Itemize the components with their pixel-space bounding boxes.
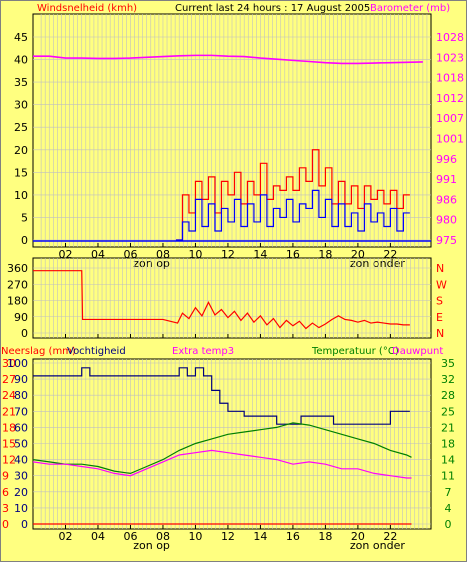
wind-ytick-label: 35 xyxy=(14,76,28,89)
humidity-axis-title: Vochtigheid xyxy=(67,346,126,357)
legend-temperature: Temperatuur (°C) xyxy=(311,346,399,357)
rain-ytick-label: 3 xyxy=(2,502,9,515)
barometer-line xyxy=(33,54,423,65)
direction-ytick-label: 360 xyxy=(7,262,28,275)
humidity-ytick-label: 40 xyxy=(14,454,28,467)
barometer-ytick-label: 1028 xyxy=(436,31,464,44)
rain-ytick-label: 24 xyxy=(2,389,16,402)
temperature-ytick-label: 25 xyxy=(441,405,455,418)
legend-dewpoint: Dauwpunt xyxy=(392,346,443,357)
wind-average-line xyxy=(175,189,410,241)
humidity-ytick-label: 80 xyxy=(14,389,28,402)
humidity-ytick-label: 70 xyxy=(14,405,28,418)
direction-ytick-label: 270 xyxy=(7,278,28,291)
wind-ytick-label: 0 xyxy=(21,234,28,247)
wind-ytick-label: 10 xyxy=(14,189,28,202)
barometer-axis-title: Barometer (mb) xyxy=(370,3,450,14)
temperature-ytick-label: 14 xyxy=(441,454,455,467)
direction-ytick-label: 180 xyxy=(7,295,28,308)
wind-ytick-label: 40 xyxy=(14,54,28,67)
dewpoint-line xyxy=(32,449,412,479)
compass-label: S xyxy=(436,295,443,308)
barometer-ytick-label: 1001 xyxy=(436,133,464,146)
rain-ytick-label: 12 xyxy=(2,454,16,467)
temperature-ytick-label: 0 xyxy=(445,518,452,531)
barometer-ytick-label: 1007 xyxy=(436,112,464,125)
temperature-ytick-label: 28 xyxy=(441,389,455,402)
temperature-ytick-label: 32 xyxy=(441,373,455,386)
rain-ytick-label: 9 xyxy=(2,470,9,483)
wind-axis-title: Windsnelheid (kmh) xyxy=(37,3,137,14)
wind-ytick-label: 15 xyxy=(14,166,28,179)
barometer-ytick-label: 986 xyxy=(436,193,457,206)
humidity-ytick-label: 60 xyxy=(14,421,28,434)
barometer-ytick-label: 991 xyxy=(436,173,457,186)
temperature-ytick-label: 21 xyxy=(441,421,455,434)
humidity-line xyxy=(33,367,410,425)
barometer-ytick-label: 1023 xyxy=(436,51,464,64)
compass-label: N xyxy=(436,262,444,275)
humidity-ytick-label: 0 xyxy=(21,518,28,531)
humidity-ytick-label: 90 xyxy=(14,373,28,386)
direction-ytick-label: 90 xyxy=(14,311,28,324)
temperature-line xyxy=(32,422,412,475)
rain-ytick-label: 15 xyxy=(2,438,16,451)
temp-xtick-label: 18 xyxy=(318,530,332,543)
humidity-ytick-label: 20 xyxy=(14,486,28,499)
humidity-ytick-label: 50 xyxy=(14,438,28,451)
sunset-label: zon onder xyxy=(350,257,405,270)
compass-label: W xyxy=(436,278,447,291)
rain-axis-title: Neerslag (mm) xyxy=(1,346,76,357)
barometer-ytick-label: 1018 xyxy=(436,72,464,85)
temperature-ytick-label: 4 xyxy=(445,502,452,515)
temperature-ytick-label: 7 xyxy=(445,486,452,499)
rain-ytick-label: 0 xyxy=(2,518,9,531)
temp-xtick-label: 10 xyxy=(188,530,202,543)
humidity-ytick-label: 30 xyxy=(14,470,28,483)
temperature-ytick-label: 35 xyxy=(441,357,455,370)
temp-xtick-label: 14 xyxy=(253,530,267,543)
barometer-ytick-label: 975 xyxy=(436,234,457,247)
rain-ytick-label: 21 xyxy=(2,405,16,418)
rain-ytick-label: 18 xyxy=(2,421,16,434)
wind-direction-line xyxy=(33,270,410,330)
wind-ytick-label: 5 xyxy=(21,211,28,224)
sunset-label: zon onder xyxy=(350,539,405,552)
rain-ytick-label: 30 xyxy=(2,357,16,370)
compass-label: E xyxy=(436,311,443,324)
temp-xtick-label: 16 xyxy=(286,530,300,543)
temp-xtick-label: 04 xyxy=(91,530,105,543)
temp-xtick-label: 20 xyxy=(351,530,365,543)
temperature-ytick-label: 11 xyxy=(441,470,455,483)
legend-extra-temp3: Extra temp3 xyxy=(172,346,234,357)
chart-title: Current last 24 hours : 17 August 2005 xyxy=(175,3,370,14)
wind-ytick-label: 25 xyxy=(14,121,28,134)
wind-ytick-label: 30 xyxy=(14,99,28,112)
rain-ytick-label: 27 xyxy=(2,373,16,386)
temp-xtick-label: 22 xyxy=(383,530,397,543)
rain-ytick-label: 6 xyxy=(2,486,9,499)
temp-xtick-label: 02 xyxy=(58,530,72,543)
temp-xtick-label: 12 xyxy=(221,530,235,543)
humidity-ytick-label: 100 xyxy=(7,357,28,370)
sunrise-label: zon op xyxy=(133,539,170,552)
temp-xtick-label: 08 xyxy=(156,530,170,543)
direction-ytick-label: 0 xyxy=(21,327,28,340)
compass-label: N xyxy=(436,327,444,340)
temperature-ytick-label: 18 xyxy=(441,438,455,451)
barometer-ytick-label: 996 xyxy=(436,153,457,166)
temp-xtick-label: 06 xyxy=(123,530,137,543)
barometer-ytick-label: 1012 xyxy=(436,92,464,105)
humidity-ytick-label: 10 xyxy=(14,502,28,515)
barometer-ytick-label: 980 xyxy=(436,214,457,227)
wind-ytick-label: 20 xyxy=(14,144,28,157)
wind-ytick-label: 45 xyxy=(14,31,28,44)
